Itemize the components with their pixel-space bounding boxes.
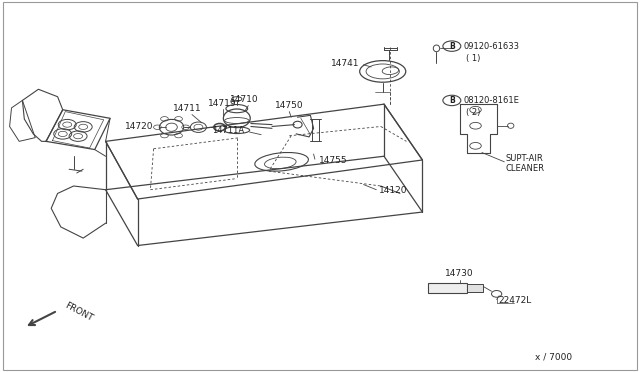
Text: 09120-61633: 09120-61633	[463, 42, 520, 51]
Text: 14719: 14719	[209, 99, 237, 108]
Text: 14750: 14750	[275, 101, 303, 110]
Text: FRONT: FRONT	[63, 301, 94, 323]
Text: 14730: 14730	[445, 269, 474, 278]
Text: 14711: 14711	[173, 105, 201, 113]
Text: 14710: 14710	[230, 95, 259, 104]
Text: 14120: 14120	[379, 186, 408, 195]
FancyBboxPatch shape	[428, 283, 467, 293]
Text: 22472L: 22472L	[498, 296, 531, 305]
Text: 14711A: 14711A	[212, 126, 244, 135]
Text: x / 7000: x / 7000	[535, 353, 572, 362]
FancyBboxPatch shape	[467, 284, 483, 292]
Text: ( 1): ( 1)	[466, 54, 480, 62]
Text: 14741: 14741	[331, 59, 360, 68]
Text: 14755: 14755	[319, 156, 348, 165]
Text: SUPT-AIR
CLEANER: SUPT-AIR CLEANER	[506, 154, 545, 173]
Text: 08120-8161E: 08120-8161E	[463, 96, 519, 105]
Text: B: B	[449, 42, 454, 51]
Text: ( 2): ( 2)	[466, 108, 480, 117]
Text: B: B	[449, 96, 454, 105]
Text: 14720: 14720	[125, 122, 154, 131]
